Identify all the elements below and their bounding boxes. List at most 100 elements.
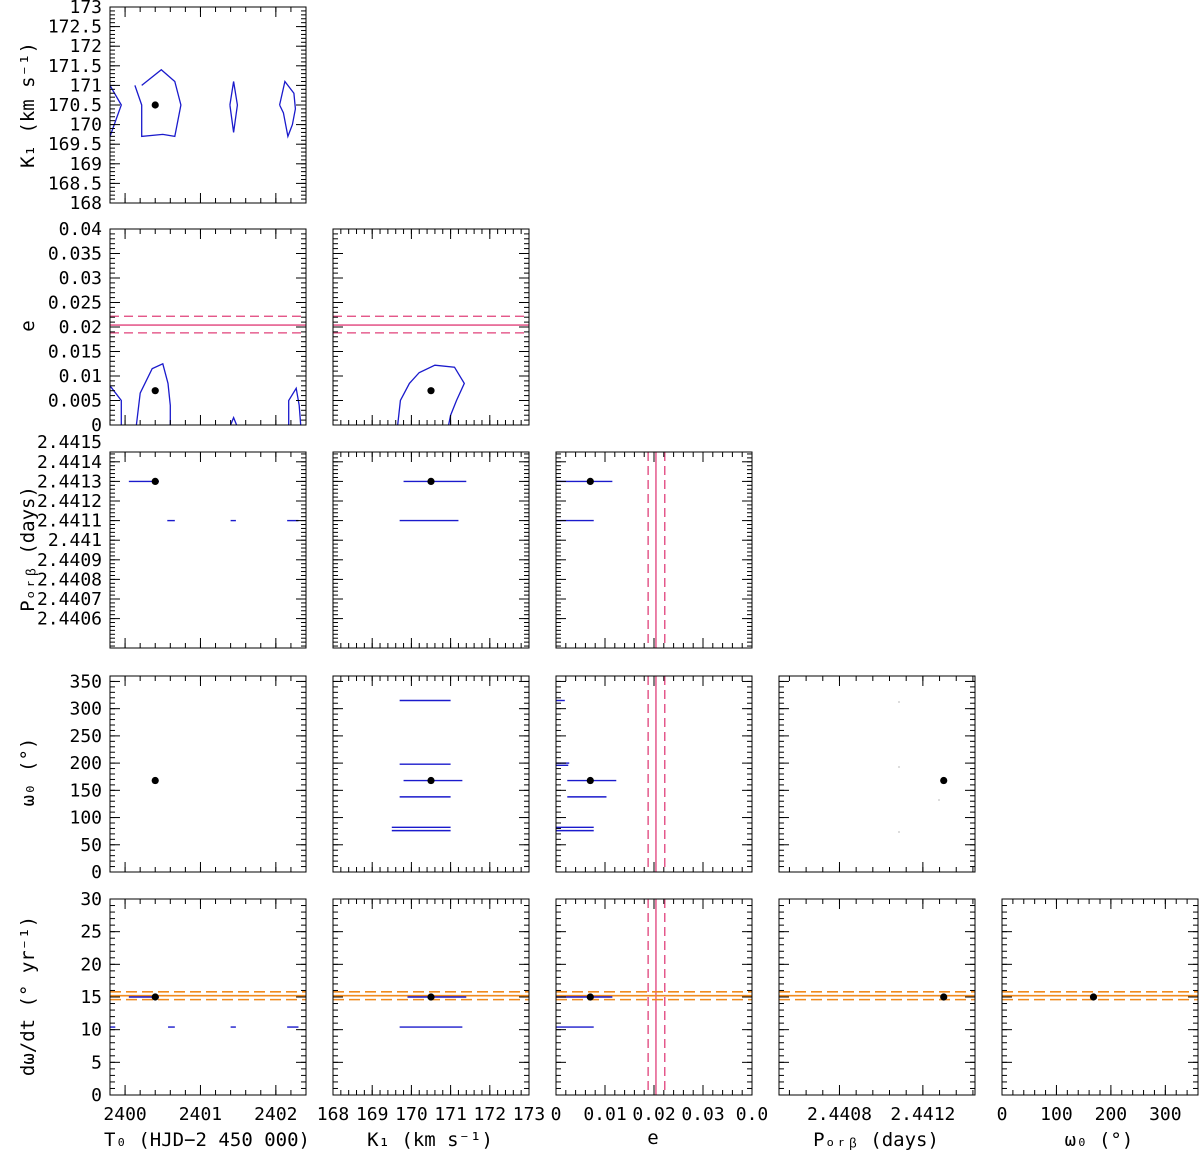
panel-Porb-vs-e bbox=[555, 451, 753, 649]
best-fit-point bbox=[1089, 993, 1098, 1001]
x-tick-label-K1: 170 bbox=[395, 1104, 428, 1125]
y-tick-label-rate: 10 bbox=[80, 1020, 102, 1041]
x-tick-label-omega0: 300 bbox=[1149, 1104, 1182, 1125]
x-tick-label-e: 0 bbox=[551, 1104, 562, 1125]
panel-omega0-vs-e bbox=[555, 675, 753, 873]
y-tick-label-Porb: 2.4409 bbox=[37, 550, 102, 571]
x-tick-label-e: 0.02 bbox=[632, 1104, 675, 1125]
y-tick-label-e: 0.015 bbox=[48, 342, 102, 363]
x-tick-label-K1: 171 bbox=[434, 1104, 467, 1125]
best-fit-point bbox=[151, 101, 159, 109]
best-fit-point bbox=[586, 776, 594, 785]
panel-K1-vs-T0-marks bbox=[110, 68, 297, 139]
y-tick-label-Porb: 2.4411 bbox=[37, 511, 102, 532]
y-tick-label-Porb: 2.4406 bbox=[37, 609, 102, 630]
panel-K1-vs-T0: 168168.5169169.5170170.5171171.5172172.5… bbox=[48, 0, 307, 214]
y-tick-label-omega0: 350 bbox=[69, 671, 102, 692]
best-fit-point bbox=[151, 993, 159, 1001]
panel-omega0-vs-K1-marks bbox=[391, 699, 463, 832]
confidence-contour bbox=[135, 362, 171, 425]
y-tick-label-Porb: 2.4407 bbox=[37, 589, 102, 610]
panel-omega0-vs-T0: 0 50 100 150 200 250 300 350 bbox=[69, 671, 307, 883]
y-tick-label-Porb: 2.441 bbox=[48, 530, 102, 551]
faint-sample-point bbox=[898, 766, 900, 768]
x-tick-label-K1: 168 bbox=[317, 1104, 350, 1125]
x-tick-label-K1: 172 bbox=[474, 1104, 507, 1125]
panel-omega0-vs-Porb-marks bbox=[940, 776, 948, 785]
panel-e-vs-T0: 0 0.005 0.01 0.015 0.02 0.025 0.03 0.035 0.04 bbox=[48, 219, 307, 436]
panel-e-vs-K1-frame bbox=[332, 228, 530, 426]
y-axis-label-rate: dω/dt (° yr⁻¹) bbox=[17, 916, 39, 1076]
panel-omega0-vs-K1-frame bbox=[332, 675, 530, 873]
y-tick-label-Porb: 2.4408 bbox=[37, 569, 102, 590]
x-axis-label-T0: T₀ (HJD−2 450 000) bbox=[104, 1129, 310, 1151]
panel-Porb-vs-K1-marks bbox=[399, 477, 467, 522]
panel-rate-vs-e-marks bbox=[556, 899, 752, 1095]
y-axis-label-e: e bbox=[17, 320, 39, 331]
best-fit-point bbox=[151, 477, 159, 485]
panel-omega0-vs-e-frame bbox=[555, 675, 753, 873]
panel-Porb-vs-e-marks bbox=[556, 452, 666, 648]
panel-rate-vs-K1: 168 169 170 171 172 173 bbox=[317, 898, 546, 1125]
panel-rate-vs-T0: 0 5 10 15 20 25 30 2400 2401 2402 bbox=[80, 889, 307, 1125]
y-tick-label-rate: 0 bbox=[91, 1085, 102, 1106]
panel-e-vs-K1-marks bbox=[333, 315, 529, 425]
y-tick-label-K1: 168 bbox=[69, 193, 102, 214]
best-fit-point bbox=[427, 387, 435, 395]
x-tick-label-T0: 2400 bbox=[103, 1104, 146, 1125]
panel-e-vs-K1 bbox=[332, 228, 530, 426]
x-tick-label-omega0: 100 bbox=[1040, 1104, 1073, 1125]
panel-Porb-vs-K1-frame bbox=[332, 451, 530, 649]
best-fit-point bbox=[586, 477, 594, 485]
faint-sample-point bbox=[938, 799, 940, 801]
y-tick-label-e: 0.035 bbox=[48, 244, 102, 265]
confidence-contour bbox=[134, 68, 182, 138]
y-tick-label-rate: 25 bbox=[80, 922, 102, 943]
x-tick-label-omega0: 0 bbox=[997, 1104, 1008, 1125]
x-axis-label-omega0: ω₀ (°) bbox=[1065, 1129, 1134, 1151]
panel-rate-vs-omega0: 0 100 200 300 bbox=[997, 898, 1199, 1125]
y-tick-label-omega0: 250 bbox=[69, 726, 102, 747]
y-tick-label-omega0: 200 bbox=[69, 753, 102, 774]
best-fit-point bbox=[940, 993, 948, 1001]
panel-Porb-vs-T0-marks bbox=[128, 477, 299, 522]
x-tick-label-K1: 173 bbox=[513, 1104, 546, 1125]
confidence-contour bbox=[278, 80, 297, 139]
panel-Porb-vs-K1 bbox=[332, 451, 530, 649]
x-tick-label-e: 0.01 bbox=[583, 1104, 626, 1125]
x-tick-label-e: 0.0 bbox=[736, 1104, 769, 1125]
y-tick-label-K1: 169.5 bbox=[48, 134, 102, 155]
panel-rate-vs-K1-marks bbox=[333, 990, 529, 1028]
panel-omega0-vs-Porb-frame bbox=[778, 675, 976, 873]
panel-omega0-vs-T0-marks bbox=[151, 776, 159, 785]
y-tick-label-K1: 170 bbox=[69, 115, 102, 136]
y-tick-label-e: 0 bbox=[91, 415, 102, 436]
y-tick-label-omega0: 150 bbox=[69, 780, 102, 801]
y-tick-label-Porb: 2.4413 bbox=[37, 471, 102, 492]
y-tick-label-K1: 173 bbox=[69, 0, 102, 18]
y-tick-label-e: 0.005 bbox=[48, 391, 102, 412]
best-fit-point bbox=[151, 387, 159, 395]
panel-rate-vs-Porb-marks bbox=[779, 990, 975, 1001]
confidence-contour bbox=[229, 81, 239, 133]
y-tick-label-e: 0.025 bbox=[48, 293, 102, 314]
best-fit-point bbox=[151, 776, 159, 785]
y-tick-label-rate: 5 bbox=[91, 1052, 102, 1073]
y-tick-label-K1: 168.5 bbox=[48, 173, 102, 194]
y-tick-label-K1: 169 bbox=[69, 154, 102, 175]
y-axis-label-Porb: Pₒᵣᵦ (days) bbox=[17, 486, 39, 612]
panel-omega0-vs-e-marks bbox=[556, 676, 666, 872]
panel-omega0-vs-T0-frame bbox=[109, 675, 307, 873]
x-tick-label-T0: 2401 bbox=[179, 1104, 222, 1125]
faint-sample-point bbox=[898, 701, 900, 703]
best-fit-point bbox=[427, 776, 435, 785]
y-tick-label-e: 0.02 bbox=[59, 317, 102, 338]
confidence-contour bbox=[110, 85, 123, 137]
panel-omega0-vs-K1 bbox=[332, 675, 530, 873]
y-tick-label-e: 0.04 bbox=[59, 219, 102, 240]
panel-omega0-vs-Porb bbox=[778, 675, 976, 873]
y-tick-label-e: 0.01 bbox=[59, 366, 102, 387]
confidence-contour bbox=[288, 386, 302, 425]
